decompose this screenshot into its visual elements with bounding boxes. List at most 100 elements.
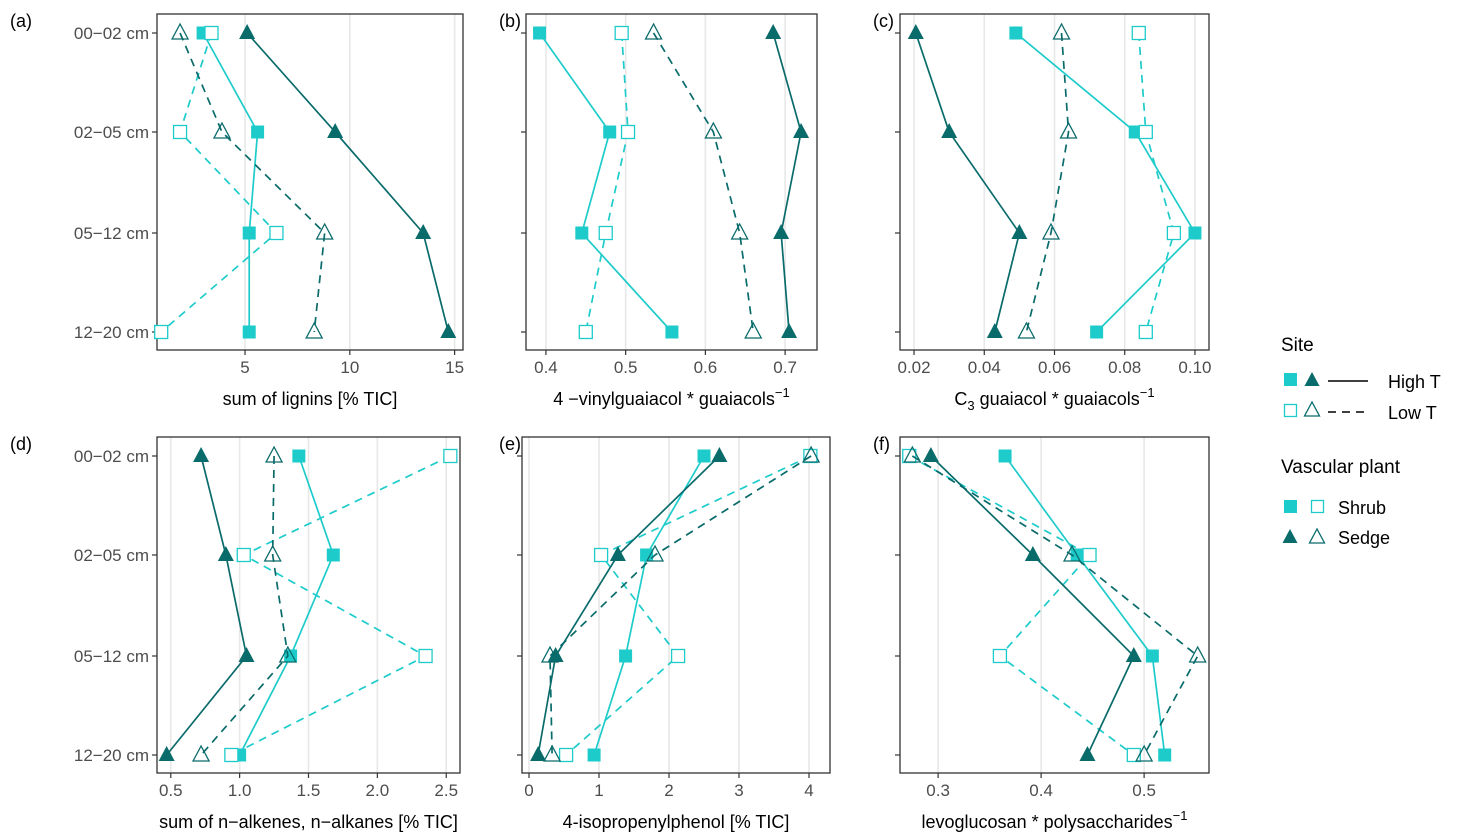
point-sedge-low [744, 321, 763, 339]
legend-high-label: High T [1388, 372, 1441, 392]
point-shrub-high [1188, 226, 1202, 240]
point-sedge-low [730, 222, 749, 240]
point-shrub-high [665, 325, 679, 339]
x-axis-title-sup: −1 [1140, 385, 1155, 400]
series-line-shrub-low [230, 455, 451, 756]
y-tick-label: 00−02 cm [74, 447, 149, 466]
point-sedge-high [765, 24, 782, 39]
series-line-sedge-high [246, 32, 450, 333]
point-sedge-high [1011, 224, 1028, 239]
series-line-sedge-high [165, 455, 248, 756]
series-line-shrub-high [1015, 32, 1197, 333]
x-axis-title: 4 −vinylguaiacol * guaiacols−1 [553, 385, 789, 409]
point-sedge-high [239, 24, 256, 39]
series-line-sedge-low [911, 455, 1199, 756]
point-sedge-high [1125, 647, 1142, 662]
y-tick-label: 05−12 cm [74, 224, 149, 243]
point-sedge-high [327, 123, 344, 138]
point-shrub-low [1138, 124, 1153, 140]
point-shrub-low [269, 225, 284, 241]
point-shrub-low [1131, 25, 1146, 41]
x-tick-label: 1.0 [228, 781, 252, 800]
series-line-sedge-high [772, 32, 802, 333]
x-tick-label: 0.6 [694, 358, 718, 377]
y-tick-label: 00−02 cm [74, 24, 149, 43]
panel-border [521, 436, 831, 774]
point-shrub-low [598, 225, 613, 241]
point-sedge-low [264, 445, 284, 463]
point-sedge-low [1059, 121, 1078, 139]
series-line-sedge-high [930, 455, 1135, 756]
point-shrub-high [326, 548, 340, 562]
panel-label: (b) [499, 11, 521, 31]
y-tick-label: 12−20 cm [74, 746, 149, 765]
x-tick-label: 2.0 [366, 781, 390, 800]
point-shrub-low [578, 324, 593, 340]
point-shrub-high [1128, 125, 1142, 139]
point-shrub-high [1145, 649, 1159, 663]
point-shrub-low [443, 448, 458, 464]
panel-border [899, 436, 1210, 774]
legend-sedge-label: Sedge [1338, 528, 1390, 548]
x-axis-title: levoglucosan * polysaccharides−1 [922, 808, 1188, 832]
x-tick-label: 0.7 [773, 358, 797, 377]
x-tick-label: 0.08 [1108, 358, 1141, 377]
series-line-sedge-low [549, 455, 812, 756]
point-sedge-low [1017, 321, 1036, 339]
legend-shrub-filled [1284, 500, 1297, 513]
point-sedge-high [711, 447, 728, 462]
point-shrub-low [992, 648, 1008, 664]
point-sedge-low [170, 22, 190, 40]
point-shrub-high [640, 548, 654, 562]
legend-sedge-filled [1282, 529, 1298, 543]
x-tick-label: 0.5 [1132, 781, 1156, 800]
series-line-sedge-low [1025, 32, 1070, 333]
x-axis-title-part: 4 −vinylguaiacol * guaiacols [553, 389, 775, 409]
x-axis-title: 4-isopropenylphenol [% TIC] [563, 812, 790, 832]
point-sedge-high [440, 323, 457, 338]
point-shrub-low [154, 324, 169, 340]
point-sedge-low [802, 445, 821, 463]
point-shrub-high [533, 26, 547, 40]
x-axis-title: sum of n−alkenes, n−alkanes [% TIC] [159, 812, 458, 832]
point-sedge-high [158, 746, 175, 761]
series-line-shrub-high [593, 455, 705, 756]
series-line-shrub-low [1137, 32, 1175, 333]
panel-c: 0.02 0.04 0.06 0.08 0.10 (c) C3 guaiacol * gua… [873, 11, 1212, 413]
panel-b: 0.4 0.5 0.6 0.7 (b) 4 −vinylguaiacol * guaiac… [499, 11, 818, 409]
legend-sedge-high-triangle [1304, 372, 1320, 386]
point-shrub-high [1158, 748, 1172, 762]
series-line-shrub-low [565, 455, 811, 756]
point-shrub-low [418, 648, 433, 664]
point-shrub-low [620, 124, 636, 140]
point-sedge-low [644, 22, 663, 40]
legend-sedge-open [1308, 527, 1326, 544]
point-shrub-high [251, 125, 265, 139]
legend-shrub-open [1310, 499, 1325, 514]
point-sedge-low [1041, 222, 1061, 240]
series-line-shrub-high [1004, 455, 1166, 756]
point-shrub-low [1166, 225, 1182, 241]
series-line-sedge-high [537, 455, 720, 756]
series-line-shrub-high [238, 455, 335, 756]
point-shrub-low [1138, 324, 1153, 340]
x-axis-title-sub: 3 [967, 398, 974, 413]
point-shrub-low [224, 747, 239, 763]
x-axis-title-part: 4-isopropenylphenol [% TIC] [563, 812, 790, 832]
x-axis-title-sup: −1 [1173, 808, 1188, 823]
x-tick-label: 0 [524, 781, 533, 800]
point-sedge-low [1062, 544, 1082, 562]
point-sedge-high [986, 323, 1003, 338]
x-tick-label: 0.3 [926, 781, 950, 800]
y-tick-label: 02−05 cm [74, 546, 149, 565]
x-tick-label: 4 [804, 781, 813, 800]
y-tick-label: 12−20 cm [74, 323, 149, 342]
x-tick-label: 15 [445, 358, 464, 377]
point-shrub-high [242, 226, 256, 240]
x-axis-title-part: sum of n−alkenes, n−alkanes [% TIC] [159, 812, 458, 832]
x-axis-title-part: C [954, 389, 967, 409]
point-shrub-high [619, 649, 633, 663]
series-line-sedge-low [200, 455, 289, 756]
point-shrub-high [292, 449, 306, 463]
